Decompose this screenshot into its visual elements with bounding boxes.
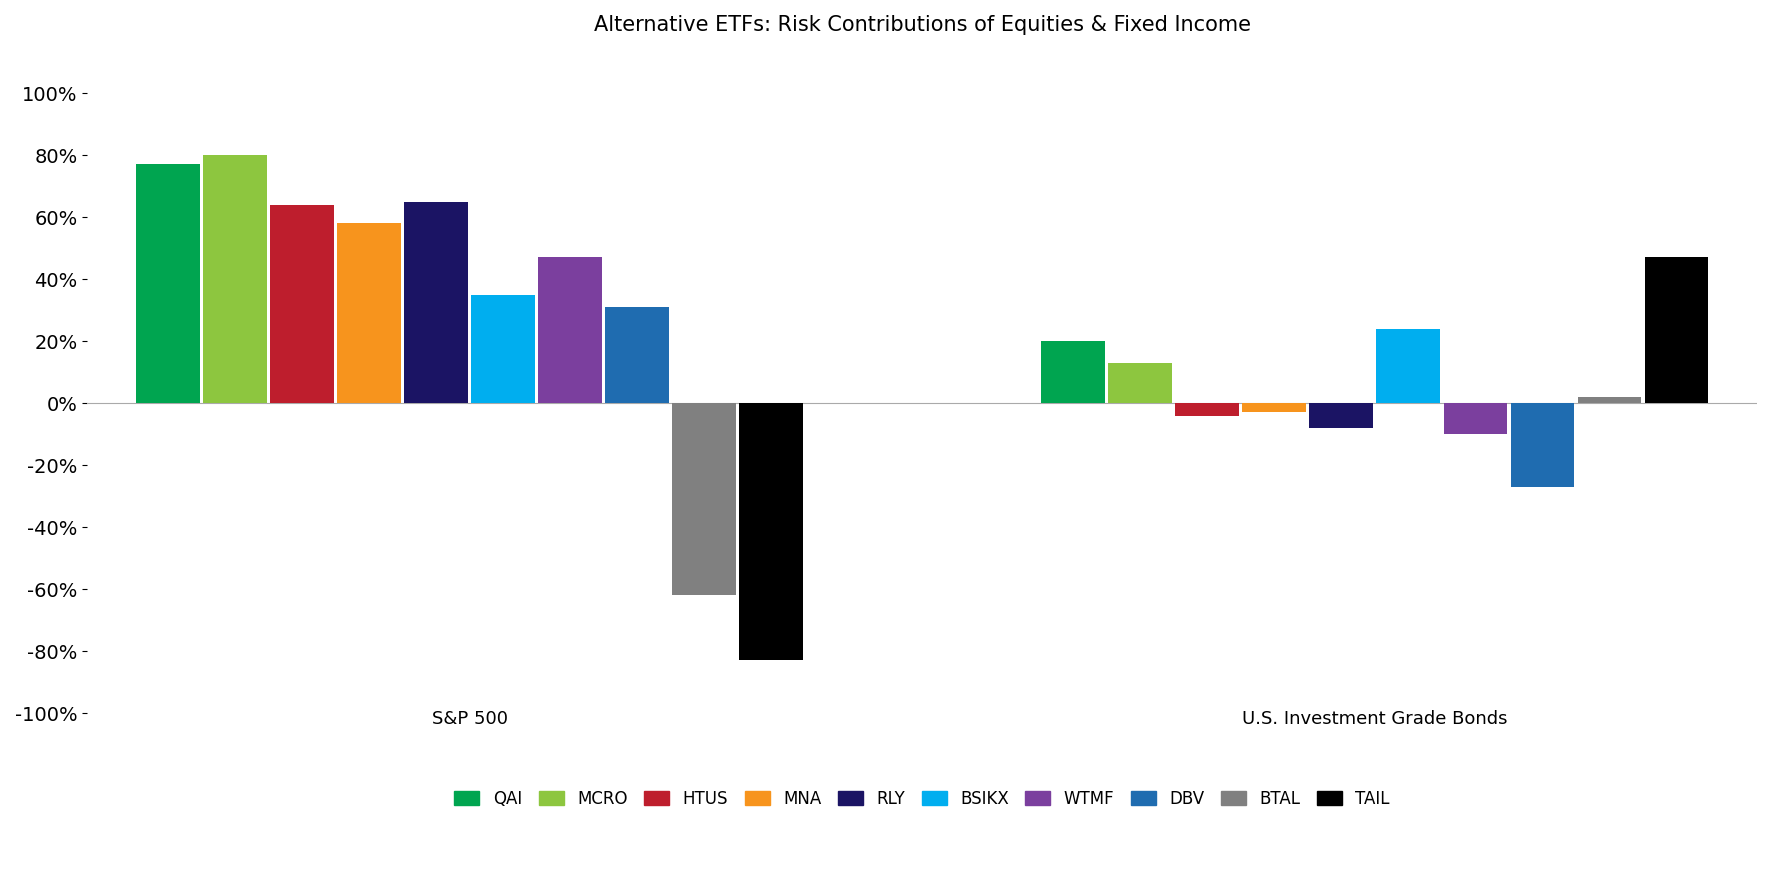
Bar xyxy=(404,202,468,403)
Bar xyxy=(1377,329,1441,403)
Bar xyxy=(471,295,535,403)
Bar xyxy=(1242,403,1306,413)
Bar xyxy=(1108,363,1171,403)
Bar xyxy=(204,155,268,403)
Bar xyxy=(269,205,333,403)
Bar xyxy=(539,258,602,403)
Bar xyxy=(1310,403,1373,428)
Bar xyxy=(136,165,200,403)
Bar xyxy=(1042,341,1106,403)
Bar xyxy=(1577,397,1641,403)
Bar xyxy=(672,403,735,595)
Bar xyxy=(1510,403,1574,486)
Bar xyxy=(337,223,400,403)
Text: S&P 500: S&P 500 xyxy=(432,710,507,728)
Bar xyxy=(739,403,803,660)
Legend: QAI, MCRO, HTUS, MNA, RLY, BSIKX, WTMF, DBV, BTAL, TAIL: QAI, MCRO, HTUS, MNA, RLY, BSIKX, WTMF, … xyxy=(454,789,1389,808)
Bar xyxy=(1175,403,1239,416)
Bar xyxy=(1444,403,1508,434)
Bar xyxy=(1644,258,1708,403)
Title: Alternative ETFs: Risk Contributions of Equities & Fixed Income: Alternative ETFs: Risk Contributions of … xyxy=(594,15,1251,35)
Text: U.S. Investment Grade Bonds: U.S. Investment Grade Bonds xyxy=(1242,710,1508,728)
Bar xyxy=(606,307,670,403)
